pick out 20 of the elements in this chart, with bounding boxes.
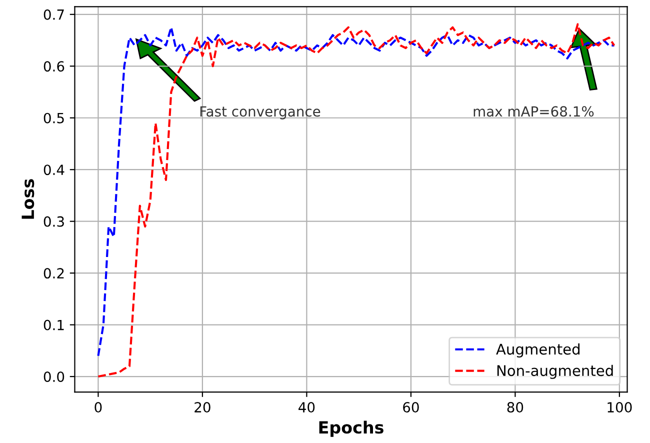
- x-tick-label: 80: [507, 402, 524, 413]
- y-tick-label: 0.3: [44, 216, 64, 227]
- y-tick-label: 0.7: [44, 9, 64, 20]
- annotation: Fast convergance: [200, 106, 320, 120]
- y-tick-label: 0.5: [44, 112, 64, 124]
- x-axis-title: Epochs: [319, 420, 384, 437]
- x-tick-label: 100: [608, 402, 632, 413]
- x-tick-label: 0: [94, 402, 102, 413]
- y-tick-label: 0.1: [44, 320, 64, 330]
- legend-label: Augmented: [496, 343, 580, 358]
- legend-label: Non-augmented: [497, 364, 613, 379]
- x-tick-label: 20: [194, 402, 210, 413]
- y-tick-label: 0.4: [44, 164, 64, 176]
- x-tick-label: 60: [403, 402, 419, 413]
- x-tick-label: 40: [298, 402, 315, 413]
- annotation: max mAP=68.1%: [474, 106, 594, 117]
- y-tick-label: 0.0: [44, 372, 64, 382]
- y-tick-label: 0.2: [44, 268, 64, 279]
- y-axis-title: Loss: [22, 179, 34, 219]
- y-tick-label: 0.6: [44, 61, 64, 72]
